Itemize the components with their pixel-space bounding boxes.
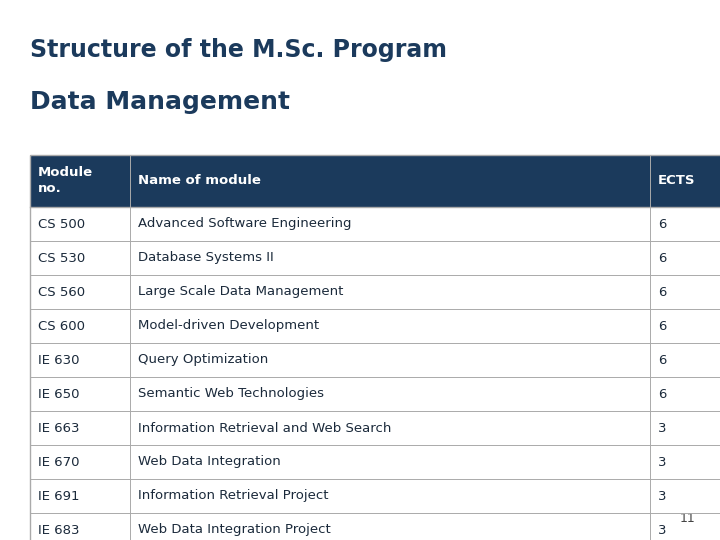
Text: 6: 6 xyxy=(658,286,667,299)
Bar xyxy=(30,343,720,377)
Bar xyxy=(30,309,720,343)
Text: Web Data Integration Project: Web Data Integration Project xyxy=(138,523,330,537)
Text: Semantic Web Technologies: Semantic Web Technologies xyxy=(138,388,324,401)
Bar xyxy=(30,377,720,411)
Bar xyxy=(30,275,720,309)
Text: Information Retrieval Project: Information Retrieval Project xyxy=(138,489,328,503)
Bar xyxy=(30,241,720,275)
Bar xyxy=(30,207,720,241)
Text: 3: 3 xyxy=(658,523,667,537)
Text: 6: 6 xyxy=(658,388,667,401)
Bar xyxy=(30,155,720,207)
Text: IE 663: IE 663 xyxy=(38,422,79,435)
Text: Information Retrieval and Web Search: Information Retrieval and Web Search xyxy=(138,422,392,435)
Text: Data Management: Data Management xyxy=(30,90,290,114)
Text: 3: 3 xyxy=(658,422,667,435)
Text: 3: 3 xyxy=(658,489,667,503)
Text: 6: 6 xyxy=(658,252,667,265)
Text: Model-driven Development: Model-driven Development xyxy=(138,320,319,333)
Text: 6: 6 xyxy=(658,218,667,231)
Bar xyxy=(30,155,720,540)
Text: Module
no.: Module no. xyxy=(38,166,93,195)
Text: 11: 11 xyxy=(679,512,695,525)
Text: IE 630: IE 630 xyxy=(38,354,79,367)
Text: CS 600: CS 600 xyxy=(38,320,85,333)
Bar xyxy=(30,445,720,479)
Text: CS 500: CS 500 xyxy=(38,218,85,231)
Text: IE 691: IE 691 xyxy=(38,489,79,503)
Text: 3: 3 xyxy=(658,456,667,469)
Text: CS 560: CS 560 xyxy=(38,286,85,299)
Text: ECTS: ECTS xyxy=(658,174,696,187)
Text: CS 530: CS 530 xyxy=(38,252,85,265)
Text: Advanced Software Engineering: Advanced Software Engineering xyxy=(138,218,351,231)
Text: Large Scale Data Management: Large Scale Data Management xyxy=(138,286,343,299)
Text: Structure of the M.Sc. Program: Structure of the M.Sc. Program xyxy=(30,38,447,62)
Text: 6: 6 xyxy=(658,354,667,367)
Text: IE 683: IE 683 xyxy=(38,523,79,537)
Text: Query Optimization: Query Optimization xyxy=(138,354,269,367)
Text: Web Data Integration: Web Data Integration xyxy=(138,456,281,469)
Text: IE 650: IE 650 xyxy=(38,388,79,401)
Text: Database Systems II: Database Systems II xyxy=(138,252,274,265)
Text: 6: 6 xyxy=(658,320,667,333)
Bar xyxy=(30,411,720,445)
Text: IE 670: IE 670 xyxy=(38,456,79,469)
Bar xyxy=(30,479,720,513)
Bar xyxy=(30,513,720,540)
Text: Name of module: Name of module xyxy=(138,174,261,187)
